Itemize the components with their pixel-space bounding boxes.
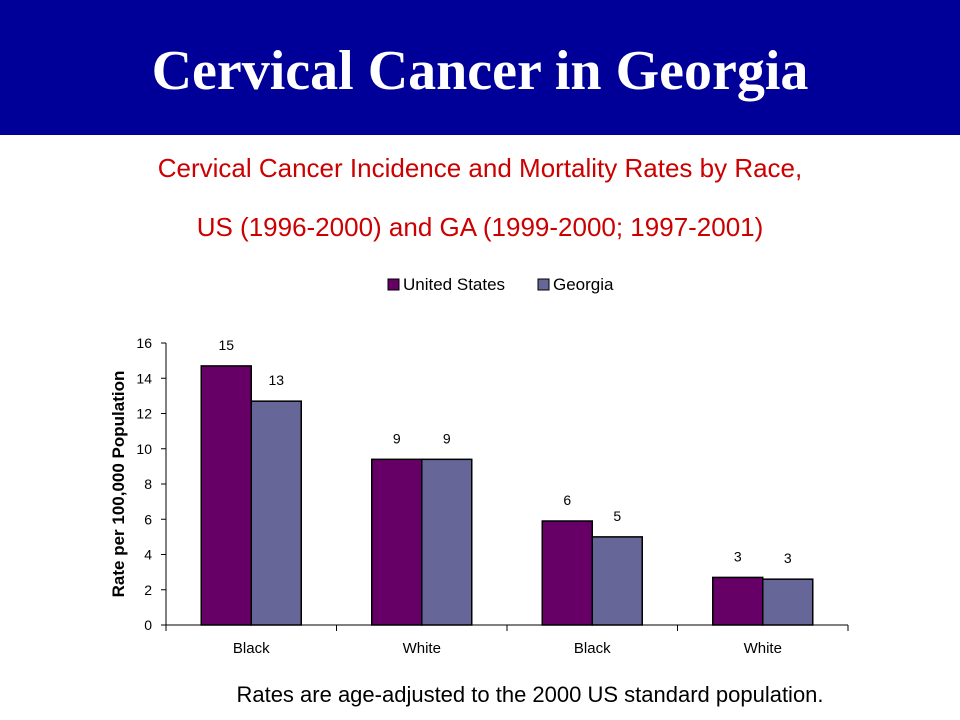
- y-tick-label: 16: [136, 335, 152, 351]
- data-label: 3: [784, 550, 792, 566]
- legend-label: Georgia: [553, 275, 614, 294]
- x-tick-label: White: [403, 640, 441, 657]
- data-label: 3: [734, 548, 742, 564]
- data-label: 13: [268, 372, 284, 388]
- bar-united-states: [541, 520, 593, 626]
- y-tick-label: 2: [144, 582, 152, 598]
- data-label: 15: [218, 337, 234, 353]
- x-tick-label: White: [744, 640, 782, 657]
- y-tick-label: 6: [144, 511, 152, 527]
- x-tick-label: Black: [233, 640, 270, 657]
- legend-swatch: [387, 278, 400, 291]
- bar-united-states: [712, 576, 764, 626]
- title-banner: [0, 0, 960, 135]
- y-tick-label: 14: [136, 370, 152, 386]
- x-tick-label: Black: [574, 640, 611, 657]
- legend-swatch: [537, 278, 550, 291]
- bar-georgia: [762, 578, 814, 626]
- legend-label: United States: [403, 275, 505, 294]
- y-tick-label: 10: [136, 441, 152, 457]
- chart-title: Cervical Cancer Incidence and Mortality …: [157, 153, 803, 183]
- chart-footnote: Rates are age-adjusted to the 2000 US st…: [236, 682, 824, 707]
- slide-title: Cervical Cancer in Georgia: [151, 40, 809, 102]
- bar-united-states: [371, 458, 423, 626]
- y-axis-label: Rate per 100,000 Population: [109, 371, 128, 598]
- data-label: 5: [613, 508, 621, 524]
- bar-georgia: [591, 536, 643, 626]
- y-tick-label: 0: [144, 617, 152, 633]
- data-label: 9: [443, 430, 451, 446]
- bar-georgia: [250, 400, 302, 626]
- y-tick-label: 8: [144, 476, 152, 492]
- chart-subtitle: US (1996-2000) and GA (1999-2000; 1997-2…: [196, 212, 764, 242]
- bar-georgia: [421, 458, 473, 626]
- y-tick-label: 12: [136, 406, 152, 422]
- data-label: 6: [563, 492, 571, 508]
- data-label: 9: [393, 430, 401, 446]
- bar-united-states: [200, 365, 252, 626]
- y-tick-label: 4: [144, 547, 152, 563]
